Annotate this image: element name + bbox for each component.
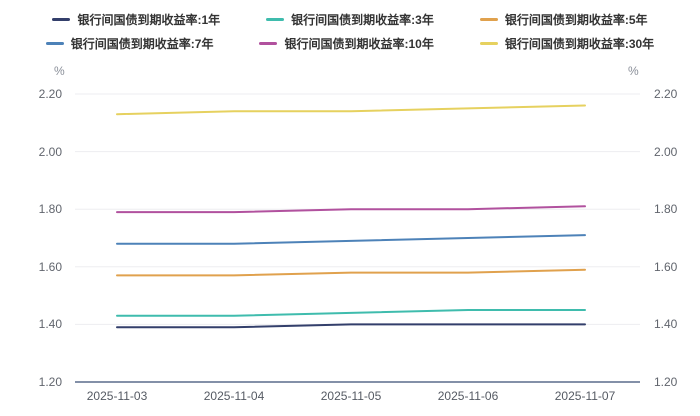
y-axis-unit-right: % [628,64,639,78]
series-line-5年[interactable] [116,268,586,277]
legend-item[interactable]: 银行间国债到期收益率:30年 [479,35,655,52]
series-line-30年[interactable] [116,104,586,116]
legend-item[interactable]: 银行间国债到期收益率:10年 [259,35,434,52]
x-tick-label: 2025-11-07 [554,389,616,403]
y-tick-label: 2.20 [38,87,62,101]
legend-label: 银行间国债到期收益率:3年 [291,12,434,27]
legend-item[interactable]: 银行间国债到期收益率:7年 [45,35,214,52]
series-line-10年[interactable] [116,205,586,214]
legend-swatch-icon [52,17,71,21]
legend-label: 银行间国债到期收益率:10年 [284,36,434,51]
y-tick-label: 1.20 [654,375,678,389]
y-tick-label: 1.20 [38,375,62,389]
legend-label: 银行间国债到期收益率:5年 [504,12,648,27]
y-tick-label: 1.60 [654,259,678,274]
legend-item[interactable]: 银行间国债到期收益率:1年 [52,11,220,28]
legend-swatch-icon [479,17,498,21]
legend-label: 银行间国债到期收益率:30年 [504,36,655,51]
y-tick-label: 2.20 [654,87,678,101]
series-line-7年[interactable] [116,234,586,245]
series-line-1年[interactable] [116,323,586,329]
y-tick-label: 1.60 [38,259,62,274]
x-tick-label: 2025-11-03 [86,389,148,403]
legend-row-2: 银行间国债到期收益率:7年 银行间国债到期收益率:10年 银行间国债到期收益率:30… [0,32,700,54]
legend-swatch-icon [259,41,278,45]
y-axis-unit-left: % [54,64,65,78]
y-tick-label: 1.40 [654,317,678,332]
legend-swatch-icon [266,17,285,21]
y-tick-label: 2.00 [38,144,62,159]
y-tick-label: 2.00 [654,144,678,159]
legend-swatch-icon [45,41,64,45]
x-tick-label: 2025-11-04 [203,389,265,403]
legend-label: 银行间国债到期收益率:1年 [77,12,221,27]
x-tick-label: 2025-11-06 [437,389,499,403]
series-line-3年[interactable] [116,309,586,317]
legend-row-1: 银行间国债到期收益率:1年 银行间国债到期收益率:3年 银行间国债到期收益率:5年 [0,8,700,30]
legend-item[interactable]: 银行间国债到期收益率:5年 [479,11,648,28]
y-tick-label: 1.80 [654,202,678,217]
legend-label: 银行间国债到期收益率:7年 [70,36,214,51]
y-tick-label: 1.80 [38,202,62,217]
legend-swatch-icon [479,41,498,45]
y-tick-label: 1.40 [38,317,62,332]
legend: 银行间国债到期收益率:1年 银行间国债到期收益率:3年 银行间国债到期收益率:5年银… [0,8,700,54]
legend-item[interactable]: 银行间国债到期收益率:3年 [266,11,434,28]
x-tick-label: 2025-11-05 [320,389,382,403]
